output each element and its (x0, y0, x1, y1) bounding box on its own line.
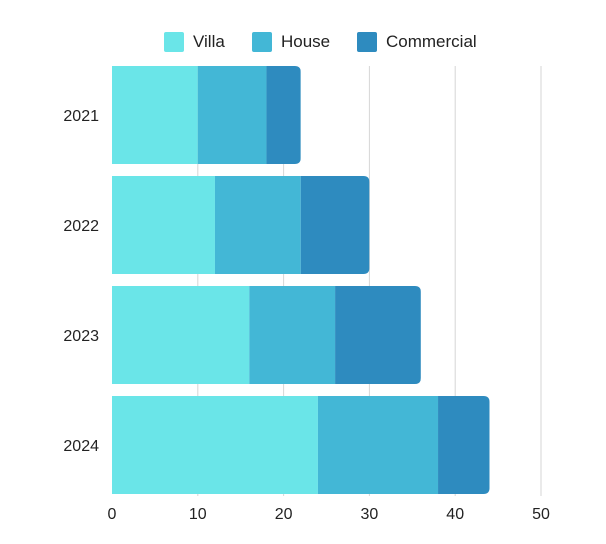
legend-item-villa: Villa (164, 31, 225, 53)
y-tick-label-2021: 2021 (63, 108, 99, 125)
bar-2021-commercial (266, 66, 301, 164)
bar-2023-commercial (335, 286, 421, 384)
legend-item-house: House (252, 31, 330, 53)
x-tick-label-20: 20 (275, 506, 293, 523)
bars (112, 66, 490, 494)
y-tick-labels: 2021 2022 2023 2024 (63, 108, 99, 455)
bar-2021-villa (112, 66, 198, 164)
bar-2024-house (317, 396, 439, 494)
y-tick-label-2022: 2022 (63, 218, 99, 235)
legend-label-house: House (281, 32, 331, 51)
bar-2024-commercial (438, 396, 490, 494)
y-tick-label-2024: 2024 (63, 438, 99, 455)
x-tick-label-50: 50 (532, 506, 550, 523)
x-tick-label-30: 30 (361, 506, 379, 523)
legend-swatch-house (252, 32, 272, 52)
x-tick-label-10: 10 (189, 506, 207, 523)
legend-item-commercial: Commercial (357, 31, 477, 53)
y-tick-label-2023: 2023 (63, 328, 99, 345)
bar-2022-villa (112, 176, 215, 274)
x-tick-label-0: 0 (108, 506, 117, 523)
legend-label-villa: Villa (193, 32, 225, 51)
legend-label-commercial: Commercial (386, 32, 477, 51)
legend: Villa House Commercial (0, 31, 606, 53)
legend-swatch-commercial (357, 32, 377, 52)
bar-2021-house (197, 66, 267, 164)
x-tick-label-40: 40 (446, 506, 464, 523)
legend-swatch-villa (164, 32, 184, 52)
bar-2024-villa (112, 396, 318, 494)
bar-2022-commercial (300, 176, 370, 274)
bar-2023-villa (112, 286, 250, 384)
bar-2022-house (214, 176, 301, 274)
x-tick-labels: 0 10 20 30 40 50 (108, 506, 550, 523)
bar-2023-house (249, 286, 336, 384)
